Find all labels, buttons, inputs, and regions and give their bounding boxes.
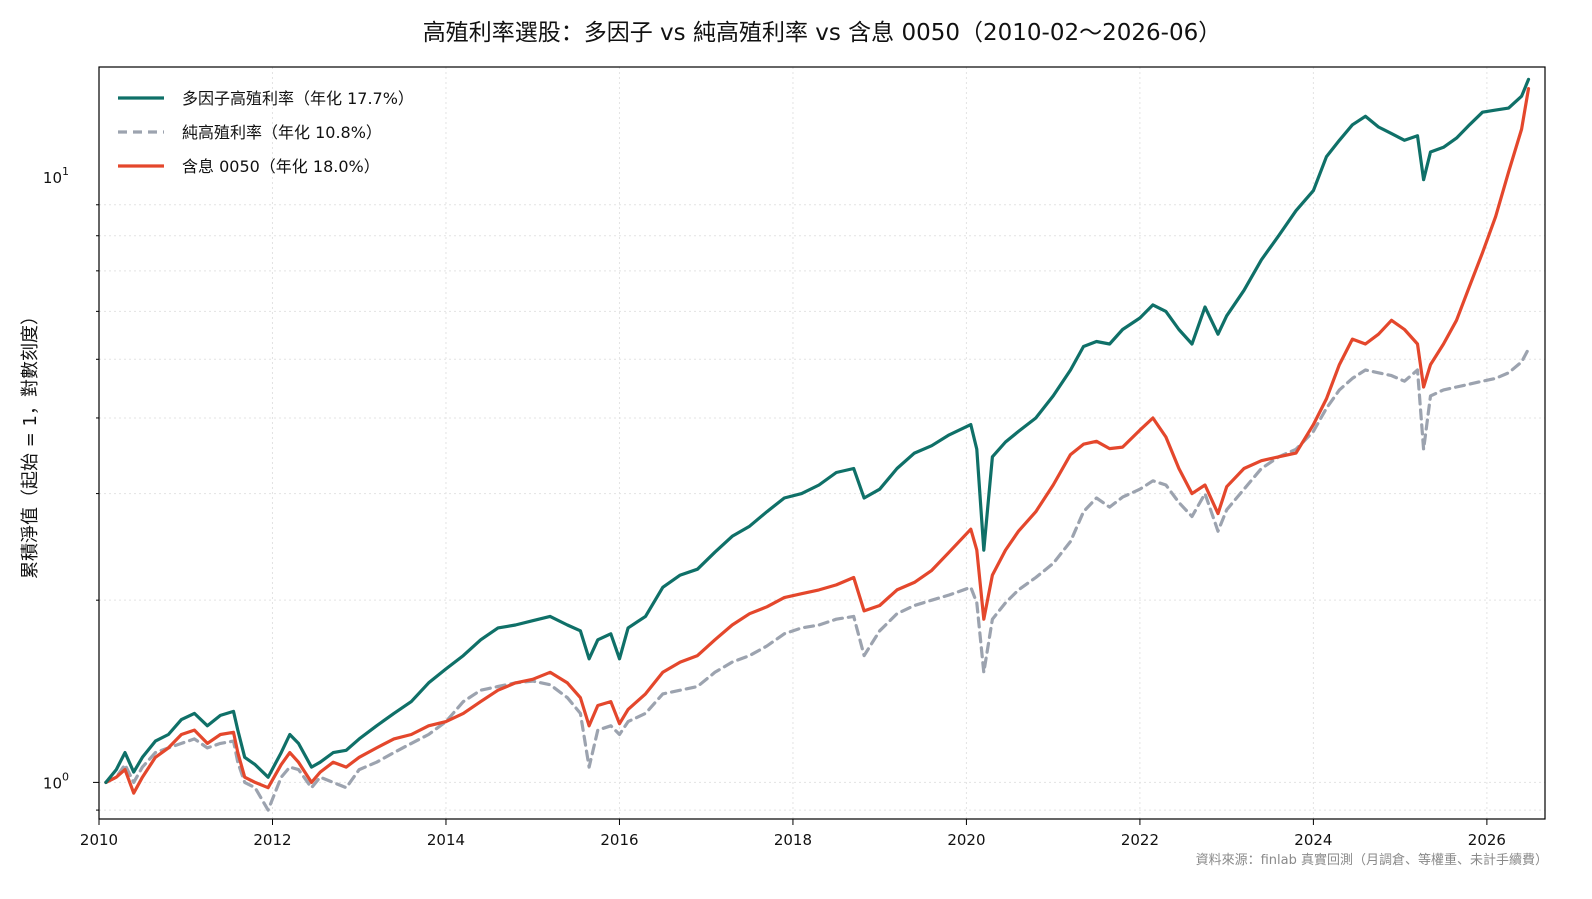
series-line-0 bbox=[104, 77, 1531, 784]
x-tick-label: 2018 bbox=[774, 831, 812, 849]
y-axis-label: 累積淨值（起始 = 1，對數刻度） bbox=[20, 307, 41, 579]
x-tick-label: 2026 bbox=[1468, 831, 1506, 849]
x-tick-label: 2014 bbox=[427, 831, 465, 849]
legend-label-2: 含息 0050（年化 18.0%） bbox=[182, 157, 380, 176]
y-tick-exponent: 1 bbox=[62, 165, 69, 178]
y-tick-exponent: 0 bbox=[62, 770, 69, 783]
series-line-1 bbox=[104, 347, 1531, 812]
legend: 多因子高殖利率（年化 17.7%） 純高殖利率（年化 10.8%） 含息 0050（… bbox=[118, 89, 414, 176]
x-tick-label: 2024 bbox=[1294, 831, 1332, 849]
x-tick-label: 2010 bbox=[80, 831, 118, 849]
y-tick-label: 100 bbox=[43, 770, 69, 792]
x-axis-ticks: 2010 2012 2014 2016 2018 2020 2022 2024 2026 bbox=[80, 819, 1506, 849]
legend-label-1: 純高殖利率（年化 10.8%） bbox=[182, 123, 382, 142]
legend-label-0: 多因子高殖利率（年化 17.7%） bbox=[182, 89, 414, 108]
x-tick-label: 2022 bbox=[1121, 831, 1159, 849]
source-note: 資料來源：finlab 真實回測（月調倉、等權重、未計手續費） bbox=[1196, 852, 1548, 868]
plot-frame bbox=[98, 66, 1546, 820]
chart-title: 高殖利率選股：多因子 vs 純高殖利率 vs 含息 0050（2010-02～2… bbox=[423, 20, 1221, 46]
y-tick-base: 10 bbox=[43, 169, 62, 187]
grid-lines bbox=[98, 67, 1545, 819]
y-tick-base: 10 bbox=[43, 774, 62, 792]
y-tick-label: 101 bbox=[43, 165, 69, 187]
series-lines bbox=[104, 77, 1531, 812]
x-tick-label: 2016 bbox=[600, 831, 638, 849]
x-tick-label: 2020 bbox=[947, 831, 985, 849]
x-tick-label: 2012 bbox=[253, 831, 291, 849]
series-line-2 bbox=[104, 87, 1531, 795]
